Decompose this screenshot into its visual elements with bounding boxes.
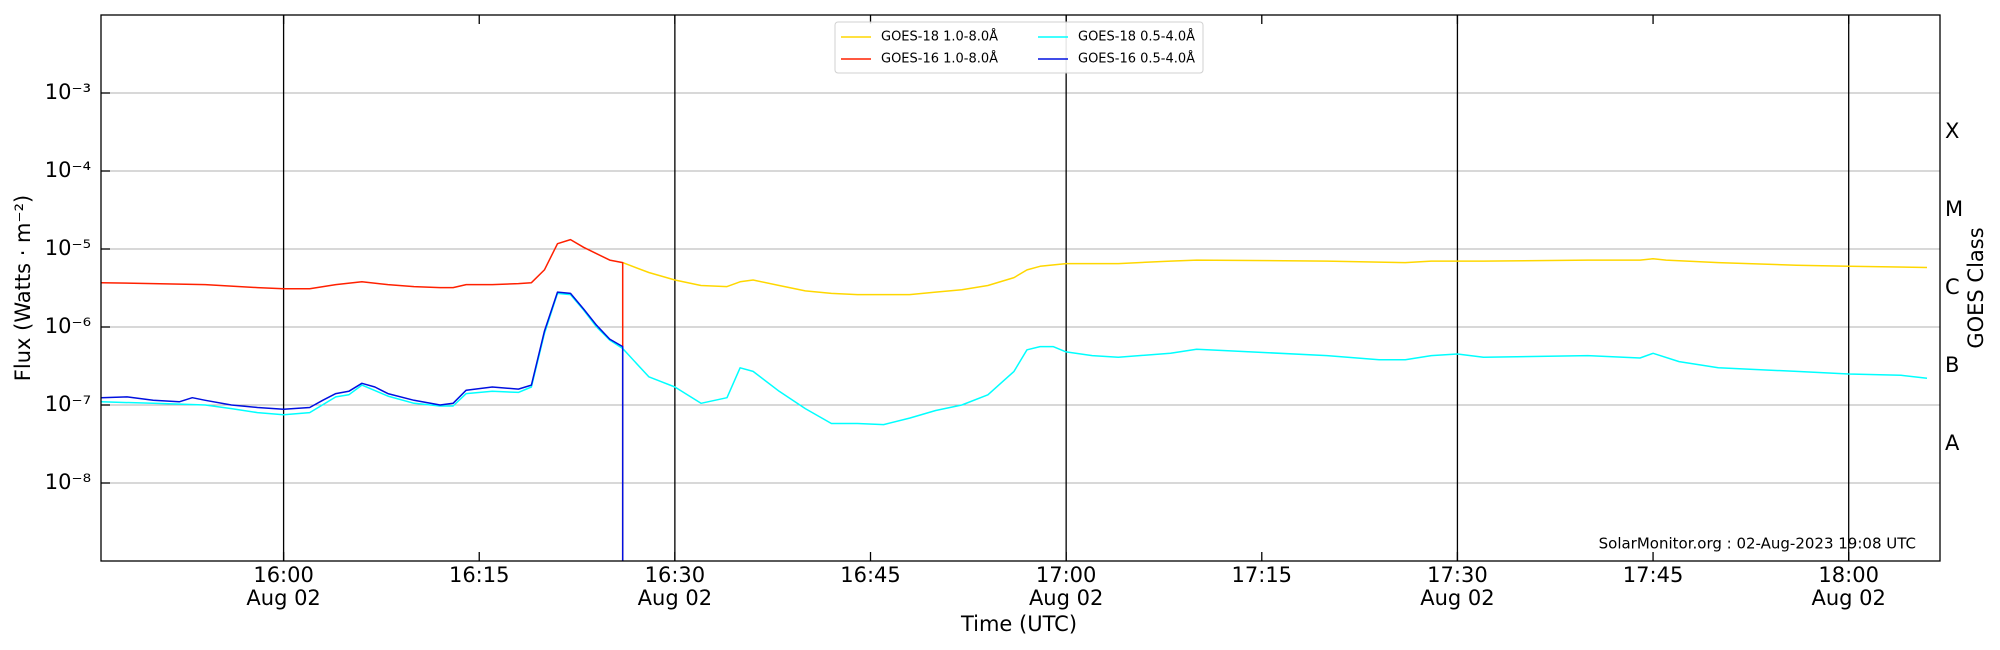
x-tick-label: 16:15 xyxy=(449,563,510,587)
x-tick-date: Aug 02 xyxy=(246,586,320,610)
x-tick-label: 17:45 xyxy=(1623,563,1684,587)
series-line xyxy=(101,291,624,561)
x-tick-label: 16:00 xyxy=(253,563,314,587)
y-tick-label: 10⁻⁵ xyxy=(45,236,91,260)
x-tick-label: 17:15 xyxy=(1232,563,1293,587)
y-tick-label: 10⁻³ xyxy=(45,80,91,104)
y2-tick-label: A xyxy=(1945,431,1960,455)
series-line xyxy=(101,292,1928,426)
series-line xyxy=(101,238,624,561)
x-tick-label: 18:00 xyxy=(1818,563,1879,587)
plot-frame xyxy=(100,14,1941,562)
x-tick-date: Aug 02 xyxy=(1029,586,1103,610)
x-axis-label: Time (UTC) xyxy=(960,612,1077,636)
x-tick-date: Aug 02 xyxy=(638,586,712,610)
legend-label: GOES-16 1.0-8.0Å xyxy=(881,51,998,67)
y-tick-label: 10⁻⁶ xyxy=(45,314,91,338)
y2-tick-label: X xyxy=(1945,119,1959,143)
x-tick-label: 16:45 xyxy=(840,563,901,587)
plot-area xyxy=(101,238,1928,561)
legend-label: GOES-18 0.5-4.0Å xyxy=(1078,29,1195,45)
y-tick-label: 10⁻⁴ xyxy=(45,158,91,182)
y2-tick-label: C xyxy=(1945,275,1960,299)
series-line xyxy=(622,257,1928,296)
y-tick-label: 10⁻⁷ xyxy=(45,392,91,416)
legend-label: GOES-18 1.0-8.0Å xyxy=(881,29,998,45)
y2-tick-label: B xyxy=(1945,353,1959,377)
x-tick-label: 16:30 xyxy=(645,563,706,587)
y2-axis-label: GOES Class xyxy=(1964,227,1988,348)
x-tick-label: 17:30 xyxy=(1427,563,1488,587)
annotation: SolarMonitor.org : 02-Aug-2023 19:08 UTC xyxy=(1599,535,1916,553)
y-axis-label: Flux (Watts · m⁻²) xyxy=(11,195,35,381)
x-tick-date: Aug 02 xyxy=(1811,586,1885,610)
y-tick-label: 10⁻⁸ xyxy=(45,470,91,494)
x-tick-date: Aug 02 xyxy=(1420,586,1494,610)
legend-box xyxy=(834,21,1204,74)
y2-tick-label: M xyxy=(1945,197,1963,221)
legend-label: GOES-16 0.5-4.0Å xyxy=(1078,51,1195,67)
x-tick-label: 17:00 xyxy=(1036,563,1097,587)
